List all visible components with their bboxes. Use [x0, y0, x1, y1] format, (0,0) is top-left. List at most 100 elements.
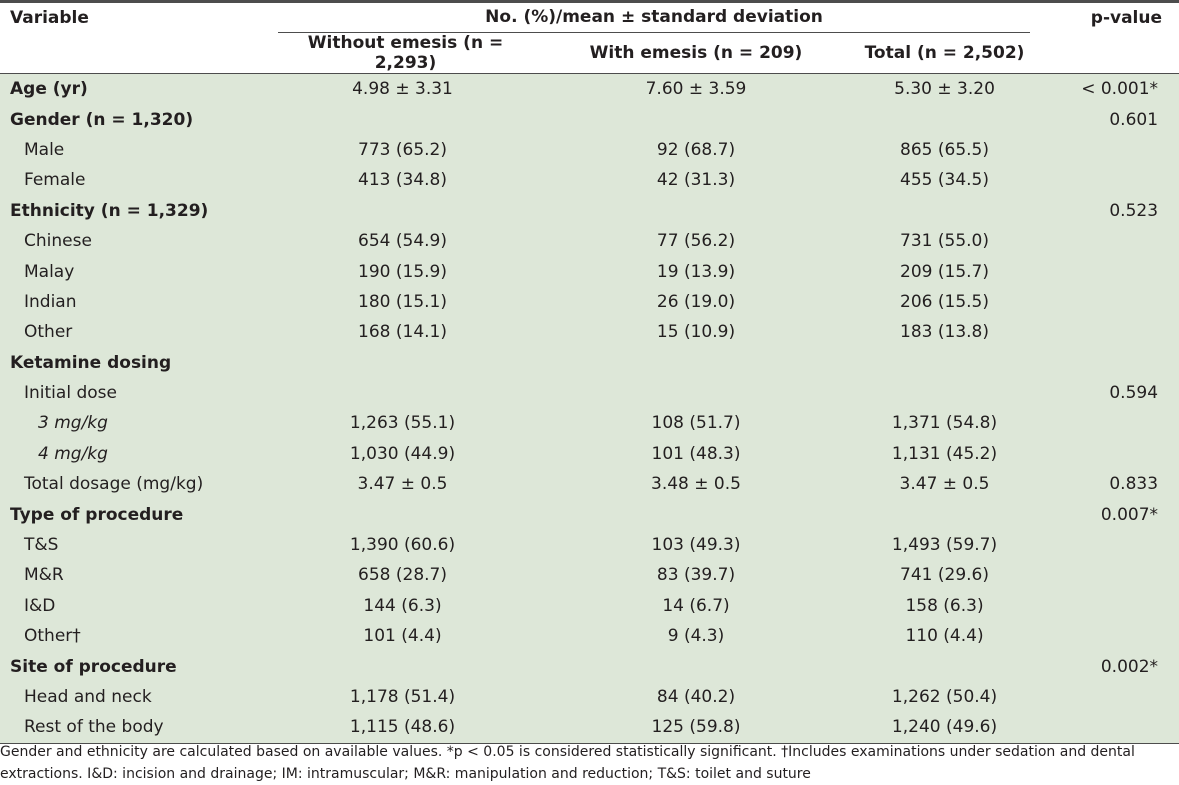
cell-with-emesis [533, 651, 859, 682]
cell-pvalue [1030, 529, 1179, 561]
cell-with-emesis [533, 347, 859, 378]
cell-without-emesis: 3.47 ± 0.5 [278, 469, 533, 500]
cell-without-emesis: 4.98 ± 3.31 [278, 73, 533, 105]
cell-variable: Ketamine dosing [0, 347, 278, 378]
cell-total [859, 377, 1031, 409]
table-row: Malay 190 (15.9) 19 (13.9) 209 (15.7) [0, 256, 1179, 287]
table-row: Other 168 (14.1) 15 (10.9) 183 (13.8) [0, 317, 1179, 348]
cell-total [859, 499, 1031, 530]
header-blank-p [1030, 33, 1179, 74]
cell-pvalue [1030, 621, 1179, 652]
cell-with-emesis: 83 (39.7) [533, 560, 859, 591]
cell-pvalue [1030, 681, 1179, 713]
cell-variable: T&S [0, 529, 278, 561]
table-row: Initial dose 0.594 [0, 377, 1179, 409]
cell-without-emesis: 101 (4.4) [278, 621, 533, 652]
cell-with-emesis: 15 (10.9) [533, 317, 859, 348]
cell-with-emesis: 42 (31.3) [533, 165, 859, 196]
cell-without-emesis: 144 (6.3) [278, 590, 533, 622]
cell-without-emesis: 658 (28.7) [278, 560, 533, 591]
cell-with-emesis: 19 (13.9) [533, 256, 859, 287]
cell-with-emesis: 92 (68.7) [533, 134, 859, 166]
table-row: T&S 1,390 (60.6) 103 (49.3) 1,493 (59.7) [0, 529, 1179, 561]
cell-without-emesis: 1,030 (44.9) [278, 438, 533, 470]
header-group-cell: No. (%)/mean ± standard deviation [278, 3, 1031, 33]
cell-with-emesis: 3.48 ± 0.5 [533, 469, 859, 500]
table-row: Site of procedure 0.002* [0, 651, 1179, 682]
table-row: 3 mg/kg 1,263 (55.1) 108 (51.7) 1,371 (54.8… [0, 408, 1179, 439]
cell-with-emesis: 77 (56.2) [533, 225, 859, 257]
cell-total [859, 195, 1031, 226]
cell-without-emesis: 1,390 (60.6) [278, 529, 533, 561]
cell-total: 455 (34.5) [859, 165, 1031, 196]
data-table: Variable No. (%)/mean ± standard deviati… [0, 3, 1179, 744]
table-row: Male 773 (65.2) 92 (68.7) 865 (65.5) [0, 134, 1179, 166]
cell-total [859, 347, 1031, 378]
cell-total [859, 651, 1031, 682]
header-col-total: Total (n = 2,502) [859, 33, 1031, 74]
header-blank [0, 33, 278, 74]
cell-variable: Other† [0, 621, 278, 652]
cell-variable: Chinese [0, 225, 278, 257]
header-col-without: Without emesis (n = 2,293) [278, 33, 533, 74]
table-row: Age (yr) 4.98 ± 3.31 7.60 ± 3.59 5.30 ± 3.2… [0, 73, 1179, 105]
cell-without-emesis [278, 377, 533, 409]
cell-with-emesis [533, 499, 859, 530]
cell-with-emesis: 7.60 ± 3.59 [533, 73, 859, 105]
cell-total [859, 104, 1031, 135]
cell-variable: Head and neck [0, 681, 278, 713]
table-row: Indian 180 (15.1) 26 (19.0) 206 (15.5) [0, 286, 1179, 318]
cell-without-emesis: 1,115 (48.6) [278, 712, 533, 744]
cell-variable: M&R [0, 560, 278, 591]
header-group-label: No. (%)/mean ± standard deviation [278, 7, 1031, 33]
cell-pvalue: 0.601 [1030, 104, 1179, 135]
cell-total: 865 (65.5) [859, 134, 1031, 166]
table-row: Chinese 654 (54.9) 77 (56.2) 731 (55.0) [0, 225, 1179, 257]
cell-variable: Other [0, 317, 278, 348]
header-pvalue: p-value [1030, 3, 1179, 33]
table-row: Gender (n = 1,320) 0.601 [0, 104, 1179, 135]
cell-with-emesis: 14 (6.7) [533, 590, 859, 622]
cell-without-emesis: 654 (54.9) [278, 225, 533, 257]
cell-variable: 4 mg/kg [0, 438, 278, 470]
table-row: Total dosage (mg/kg) 3.47 ± 0.5 3.48 ± 0.5… [0, 469, 1179, 500]
table-row: I&D 144 (6.3) 14 (6.7) 158 (6.3) [0, 590, 1179, 622]
table-row: Ketamine dosing [0, 347, 1179, 378]
footnote-line-1: Gender and ethnicity are calculated base… [0, 744, 1135, 760]
table-row: Ethnicity (n = 1,329) 0.523 [0, 195, 1179, 226]
cell-with-emesis [533, 104, 859, 135]
cell-with-emesis: 103 (49.3) [533, 529, 859, 561]
cell-without-emesis [278, 651, 533, 682]
table-footnote: Gender and ethnicity are calculated base… [0, 741, 1179, 785]
cell-variable: Female [0, 165, 278, 196]
cell-variable: Ethnicity (n = 1,329) [0, 195, 278, 226]
cell-total: 1,371 (54.8) [859, 408, 1031, 439]
cell-pvalue [1030, 165, 1179, 196]
header-col-with: With emesis (n = 209) [533, 33, 859, 74]
cell-without-emesis: 773 (65.2) [278, 134, 533, 166]
cell-without-emesis: 190 (15.9) [278, 256, 533, 287]
cell-pvalue [1030, 438, 1179, 470]
cell-pvalue: 0.523 [1030, 195, 1179, 226]
cell-pvalue [1030, 256, 1179, 287]
cell-with-emesis: 108 (51.7) [533, 408, 859, 439]
cell-pvalue: 0.007* [1030, 499, 1179, 530]
header-row-top: Variable No. (%)/mean ± standard deviati… [0, 3, 1179, 33]
cell-pvalue: 0.002* [1030, 651, 1179, 682]
cell-total: 5.30 ± 3.20 [859, 73, 1031, 105]
cell-variable: Male [0, 134, 278, 166]
cell-pvalue: 0.594 [1030, 377, 1179, 409]
cell-with-emesis [533, 377, 859, 409]
cell-variable: Initial dose [0, 377, 278, 409]
cell-total: 158 (6.3) [859, 590, 1031, 622]
cell-pvalue [1030, 347, 1179, 378]
cell-without-emesis: 168 (14.1) [278, 317, 533, 348]
cell-variable: Site of procedure [0, 651, 278, 682]
cell-without-emesis [278, 499, 533, 530]
cell-without-emesis: 1,263 (55.1) [278, 408, 533, 439]
cell-total: 110 (4.4) [859, 621, 1031, 652]
table-row: Head and neck 1,178 (51.4) 84 (40.2) 1,262 … [0, 681, 1179, 713]
header-variable: Variable [0, 3, 278, 33]
table-row: M&R 658 (28.7) 83 (39.7) 741 (29.6) [0, 560, 1179, 591]
cell-variable: Rest of the body [0, 712, 278, 744]
